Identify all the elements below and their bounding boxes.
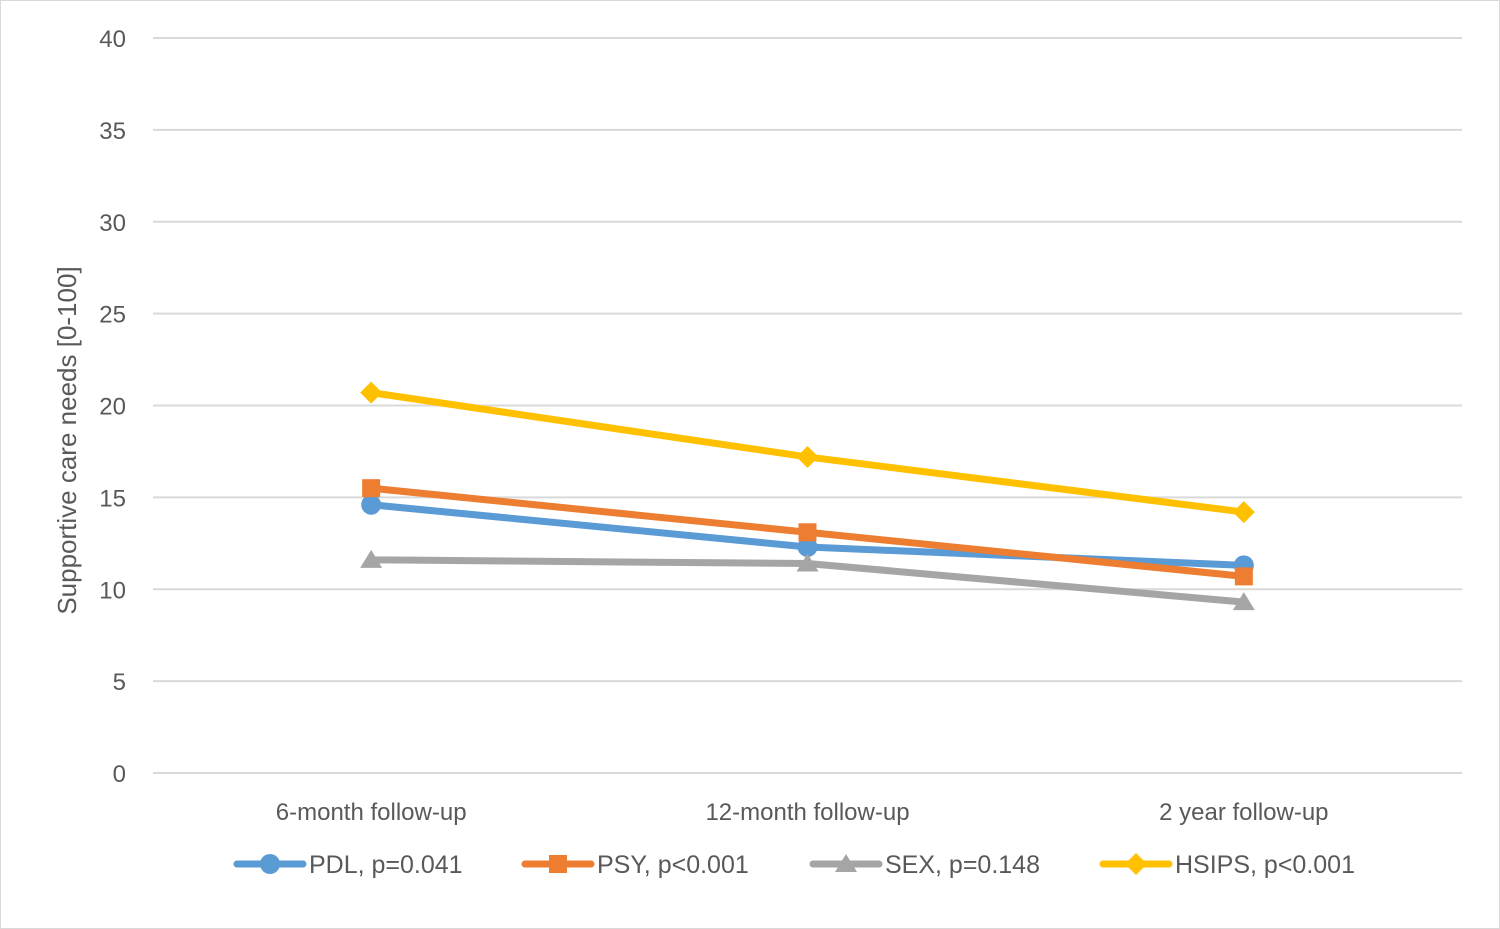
- x-tick-label: 2 year follow-up: [1159, 799, 1328, 826]
- series-1: [362, 479, 1253, 586]
- data-point: [360, 381, 383, 404]
- y-axis-ticks: 0 5 10 15 20 25 30 35 40: [99, 26, 126, 788]
- data-point: [1232, 501, 1255, 524]
- y-tick-label: 0: [113, 761, 126, 788]
- legend-label: PDL, p=0.041: [309, 851, 463, 879]
- y-tick-label: 10: [99, 577, 126, 604]
- data-point: [796, 553, 819, 572]
- data-point: [361, 494, 382, 515]
- series-2: [360, 549, 1255, 611]
- y-tick-label: 25: [99, 302, 126, 329]
- gridlines: [153, 37, 1462, 774]
- legend: PDL, p=0.041 PSY, p<0.001 SEX, p=0.148 HSIP…: [233, 851, 1355, 879]
- x-tick-label: 6-month follow-up: [276, 799, 467, 826]
- legend-item: HSIPS, p<0.001: [1099, 851, 1355, 879]
- series: [360, 381, 1255, 611]
- legend-item: PSY, p<0.001: [521, 851, 749, 879]
- data-point: [798, 523, 817, 542]
- data-point: [1232, 592, 1255, 611]
- data-point: [796, 445, 819, 468]
- series-3: [360, 381, 1255, 524]
- legend-item: SEX, p=0.148: [809, 851, 1040, 879]
- y-tick-label: 5: [113, 669, 126, 696]
- legend-marker: [549, 855, 567, 873]
- y-tick-label: 35: [99, 118, 126, 145]
- data-point: [797, 536, 818, 557]
- y-tick-label: 40: [99, 26, 126, 53]
- y-tick-label: 15: [99, 485, 126, 512]
- legend-label: HSIPS, p<0.001: [1175, 851, 1355, 879]
- data-point: [360, 549, 383, 568]
- y-tick-label: 20: [99, 394, 126, 421]
- legend-marker: [835, 854, 857, 872]
- x-tick-label: 12-month follow-up: [705, 799, 909, 826]
- x-axis-ticks: 6-month follow-up 12-month follow-up 2 yea…: [276, 799, 1329, 826]
- legend-label: PSY, p<0.001: [597, 851, 749, 879]
- data-point: [362, 479, 381, 498]
- y-axis-title: Supportive care needs [0-100]: [52, 266, 82, 614]
- legend-marker: [1125, 853, 1147, 875]
- legend-label: SEX, p=0.148: [885, 851, 1040, 879]
- y-tick-label: 30: [99, 210, 126, 237]
- legend-marker: [260, 854, 280, 874]
- legend-item: PDL, p=0.041: [233, 851, 463, 879]
- data-point: [1234, 567, 1253, 586]
